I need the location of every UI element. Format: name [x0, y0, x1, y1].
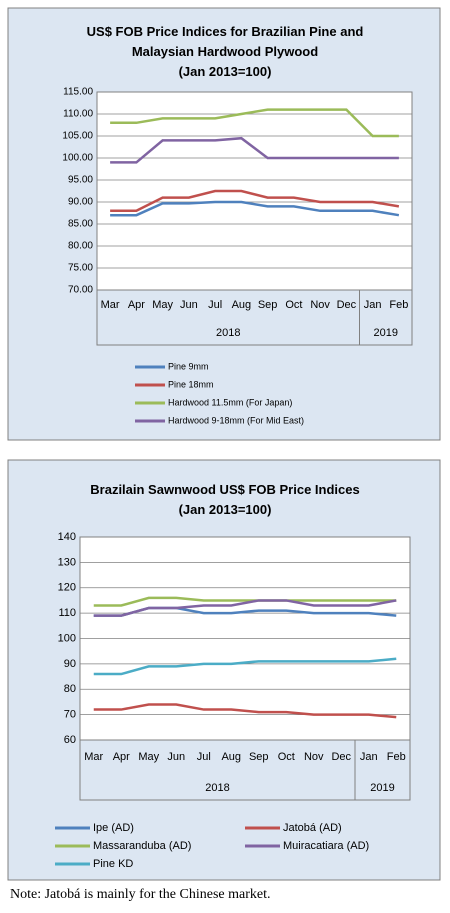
y-tick-label: 75.00	[68, 263, 93, 274]
y-tick-label: 90.00	[68, 197, 93, 208]
series-line	[110, 200, 400, 217]
x-tick-label: Dec	[337, 299, 357, 311]
x-tick-label: Dec	[331, 751, 351, 763]
x-tick-label: Aug	[221, 751, 241, 763]
legend-label: Pine KD	[93, 858, 133, 870]
y-tick-label: 95.00	[68, 175, 93, 186]
y-tick-label: 100.00	[62, 153, 93, 164]
x-tick-label: Feb	[389, 299, 408, 311]
x-tick-label: Mar	[101, 299, 120, 311]
legend-label: Pine 9mm	[168, 361, 209, 371]
x-tick-label: Jun	[167, 751, 185, 763]
x-tick-label: Nov	[304, 751, 324, 763]
chart-title: Brazilain Sawnwood US$ FOB Price Indices	[90, 482, 360, 497]
legend-label: Pine 18mm	[168, 379, 214, 389]
y-tick-label: 130	[58, 556, 76, 568]
x-tick-label: Jun	[180, 299, 198, 311]
x-tick-label: Jan	[360, 751, 378, 763]
y-tick-label: 70	[64, 709, 76, 721]
x-tick-label: May	[138, 751, 159, 763]
y-tick-label: 80	[64, 683, 76, 695]
y-tick-label: 60	[64, 734, 76, 746]
chart-subtitle: (Jan 2013=100)	[178, 64, 272, 79]
legend-label: Jatobá (AD)	[283, 822, 342, 834]
legend-label: Hardwood 9-18mm (For Mid East)	[168, 415, 304, 425]
x-tick-label: Apr	[113, 751, 130, 763]
legend-label: Hardwood 11.5mm (For Japan)	[168, 397, 292, 407]
y-tick-label: 140	[58, 531, 76, 543]
series-line	[93, 596, 397, 607]
plot-area	[96, 91, 413, 291]
y-tick-label: 120	[58, 582, 76, 594]
x-tick-label: Jul	[208, 299, 222, 311]
legend-label: Massaranduba (AD)	[93, 840, 191, 852]
x-tick-label: Sep	[258, 299, 278, 311]
series-line	[110, 136, 399, 164]
series-line	[93, 703, 397, 719]
legend-label: Ipe (AD)	[93, 822, 134, 834]
y-tick-label: 110.00	[63, 109, 93, 120]
x-tick-label: Sep	[249, 751, 269, 763]
series-line	[110, 189, 400, 213]
note: Note: Jatobá is mainly for the Chinese m…	[10, 887, 271, 902]
x-tick-label: Feb	[387, 751, 406, 763]
chart-subtitle: (Jan 2013=100)	[178, 502, 272, 517]
chart-title: US$ FOB Price Indices for Brazilian Pine…	[86, 24, 364, 59]
x-tick-label: Jan	[364, 299, 382, 311]
y-tick-label: 115.00	[63, 87, 93, 98]
x-tick-label: Oct	[285, 299, 302, 311]
series-line	[110, 108, 399, 138]
category-axis-box	[96, 289, 413, 346]
x-group-label: 2019	[374, 327, 398, 339]
x-tick-label: Mar	[84, 751, 103, 763]
series-line	[93, 599, 397, 617]
y-tick-label: 110	[58, 607, 76, 619]
x-group-label: 2019	[370, 782, 394, 794]
x-tick-label: Apr	[128, 299, 145, 311]
y-tick-label: 90	[64, 658, 76, 670]
y-tick-label: 85.00	[68, 219, 93, 230]
category-axis-box	[79, 739, 411, 801]
y-tick-label: 70.00	[68, 285, 93, 296]
y-tick-label: 80.00	[68, 241, 93, 252]
legend-label: Muiracatiara (AD)	[283, 840, 369, 852]
series-line	[93, 657, 397, 676]
x-group-label: 2018	[205, 782, 229, 794]
x-tick-label: Nov	[310, 299, 330, 311]
x-tick-label: Jul	[197, 751, 211, 763]
y-tick-label: 100	[58, 632, 76, 644]
x-tick-label: Aug	[232, 299, 252, 311]
x-group-label: 2018	[216, 327, 240, 339]
x-tick-label: Oct	[278, 751, 295, 763]
x-tick-label: May	[152, 299, 173, 311]
y-tick-label: 105.00	[62, 131, 93, 142]
